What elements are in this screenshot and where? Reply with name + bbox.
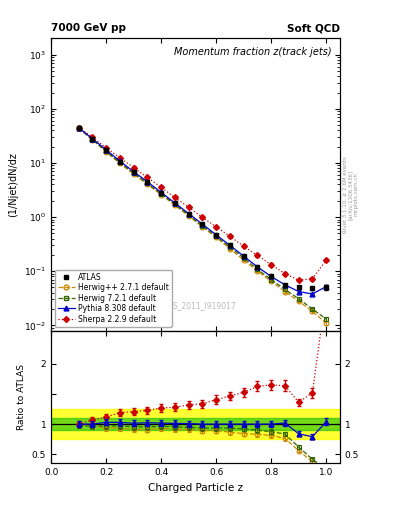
- Text: Rivet 3.1.10, ≥ 2.6M events: Rivet 3.1.10, ≥ 2.6M events: [343, 156, 348, 233]
- Text: ATLAS_2011_I919017: ATLAS_2011_I919017: [154, 301, 237, 310]
- Text: Soft QCD: Soft QCD: [287, 23, 340, 33]
- Y-axis label: (1/Njet)dN/dz: (1/Njet)dN/dz: [8, 152, 18, 217]
- Text: [arXiv:1306.3436]: [arXiv:1306.3436]: [348, 169, 353, 220]
- Y-axis label: Ratio to ATLAS: Ratio to ATLAS: [17, 364, 26, 430]
- Text: Momentum fraction z(track jets): Momentum fraction z(track jets): [174, 47, 331, 57]
- Legend: ATLAS, Herwig++ 2.7.1 default, Herwig 7.2.1 default, Pythia 8.308 default, Sherp: ATLAS, Herwig++ 2.7.1 default, Herwig 7.…: [55, 269, 172, 327]
- Text: 7000 GeV pp: 7000 GeV pp: [51, 23, 126, 33]
- Text: mcplots.cern.ch: mcplots.cern.ch: [354, 173, 359, 217]
- X-axis label: Charged Particle z: Charged Particle z: [148, 483, 243, 493]
